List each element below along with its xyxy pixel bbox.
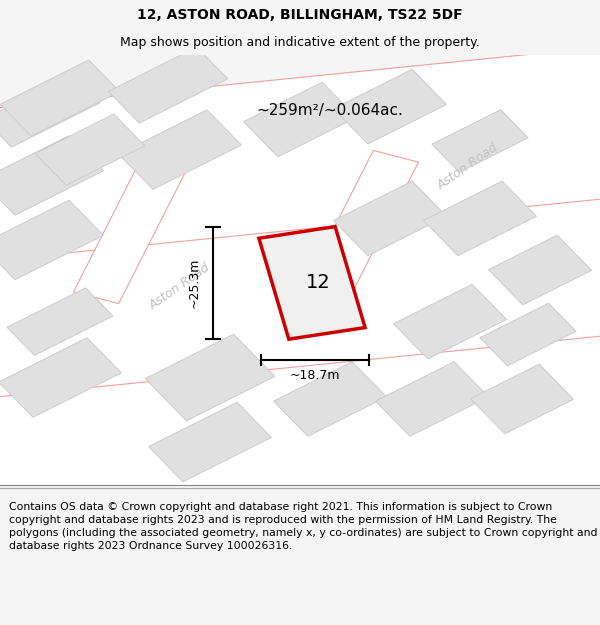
Text: 12, ASTON ROAD, BILLINGHAM, TS22 5DF: 12, ASTON ROAD, BILLINGHAM, TS22 5DF (137, 8, 463, 22)
Polygon shape (74, 151, 190, 304)
Polygon shape (0, 60, 120, 136)
Polygon shape (0, 40, 600, 285)
Polygon shape (394, 284, 506, 359)
Polygon shape (274, 362, 386, 436)
Polygon shape (488, 235, 592, 305)
Polygon shape (244, 82, 356, 157)
Polygon shape (119, 110, 241, 189)
Text: Aston Road: Aston Road (435, 141, 501, 192)
Text: 12: 12 (305, 273, 331, 292)
Polygon shape (259, 227, 365, 339)
Polygon shape (108, 47, 228, 123)
Polygon shape (470, 364, 574, 434)
Polygon shape (334, 69, 446, 144)
Polygon shape (149, 402, 271, 482)
Polygon shape (145, 334, 275, 421)
Polygon shape (334, 181, 446, 256)
Polygon shape (0, 311, 600, 556)
Text: Aston Road: Aston Road (147, 261, 213, 313)
Polygon shape (0, 200, 103, 280)
Polygon shape (0, 177, 600, 422)
Polygon shape (302, 151, 418, 304)
Polygon shape (432, 109, 528, 173)
Polygon shape (424, 181, 536, 256)
Polygon shape (376, 362, 488, 436)
Text: ~25.3m: ~25.3m (187, 258, 200, 308)
Polygon shape (0, 338, 121, 418)
Polygon shape (0, 136, 103, 215)
Text: ~259m²/~0.064ac.: ~259m²/~0.064ac. (257, 103, 403, 118)
Polygon shape (0, 74, 100, 147)
Polygon shape (480, 303, 576, 366)
Polygon shape (7, 288, 113, 356)
Polygon shape (35, 114, 145, 185)
Text: ~18.7m: ~18.7m (290, 369, 340, 382)
Text: Map shows position and indicative extent of the property.: Map shows position and indicative extent… (120, 36, 480, 49)
Text: Contains OS data © Crown copyright and database right 2021. This information is : Contains OS data © Crown copyright and d… (9, 502, 598, 551)
